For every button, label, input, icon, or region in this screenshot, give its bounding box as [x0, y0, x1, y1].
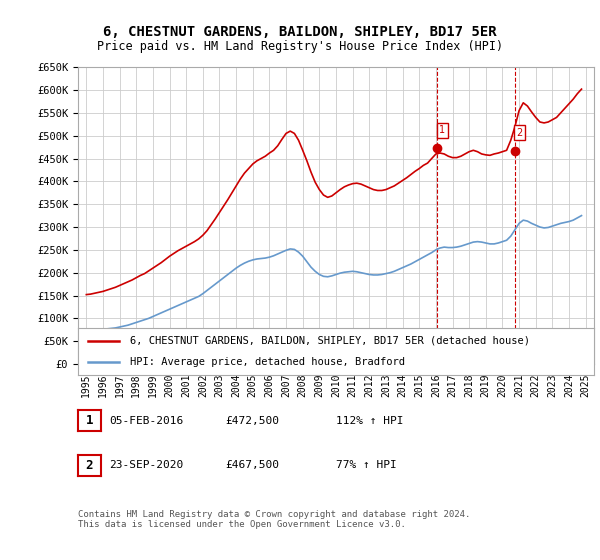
- Text: 05-FEB-2016: 05-FEB-2016: [109, 416, 184, 426]
- Text: 112% ↑ HPI: 112% ↑ HPI: [336, 416, 404, 426]
- Text: HPI: Average price, detached house, Bradford: HPI: Average price, detached house, Brad…: [130, 357, 404, 367]
- Text: Price paid vs. HM Land Registry's House Price Index (HPI): Price paid vs. HM Land Registry's House …: [97, 40, 503, 53]
- Text: 77% ↑ HPI: 77% ↑ HPI: [336, 460, 397, 470]
- Text: £472,500: £472,500: [225, 416, 279, 426]
- Text: 1: 1: [86, 414, 93, 427]
- Text: Contains HM Land Registry data © Crown copyright and database right 2024.
This d: Contains HM Land Registry data © Crown c…: [78, 510, 470, 529]
- Text: 6, CHESTNUT GARDENS, BAILDON, SHIPLEY, BD17 5ER: 6, CHESTNUT GARDENS, BAILDON, SHIPLEY, B…: [103, 25, 497, 39]
- Text: 23-SEP-2020: 23-SEP-2020: [109, 460, 184, 470]
- Text: 6, CHESTNUT GARDENS, BAILDON, SHIPLEY, BD17 5ER (detached house): 6, CHESTNUT GARDENS, BAILDON, SHIPLEY, B…: [130, 336, 530, 346]
- Text: 1: 1: [439, 125, 445, 136]
- Text: £467,500: £467,500: [225, 460, 279, 470]
- Text: 2: 2: [517, 128, 523, 138]
- Text: 2: 2: [86, 459, 93, 472]
